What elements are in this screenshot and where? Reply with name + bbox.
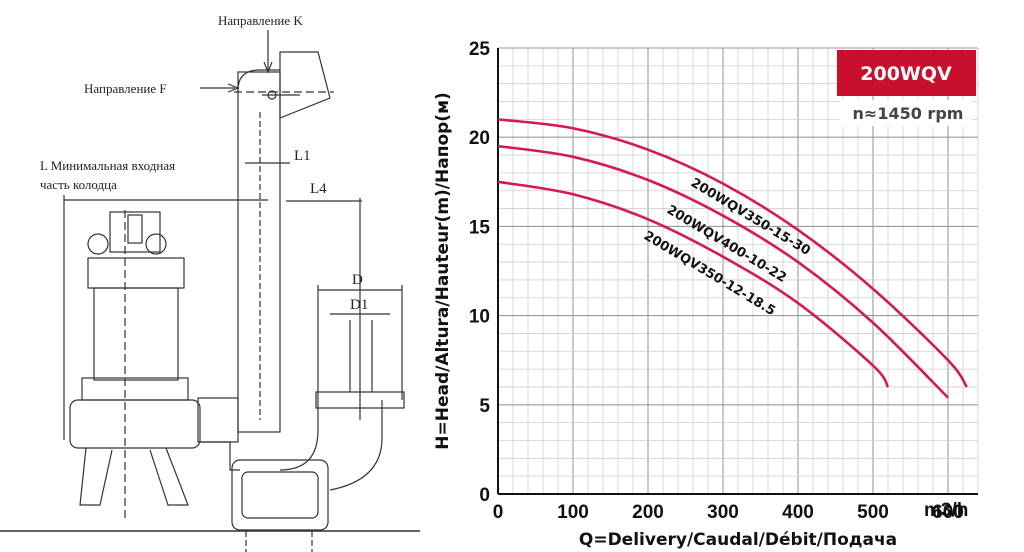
x-unit-label: m3/h [924,500,968,521]
x-axis-title: Q=Delivery/Caudal/Débit/Подача [579,530,897,550]
label-direction-f: Направление F [84,81,167,96]
y-tick-label: 20 [469,128,490,149]
motor-cap [109,211,161,253]
x-tick-label: 500 [857,502,889,523]
speed-label: n≈1450 rpm [853,104,964,123]
y-tick-label: 10 [469,307,490,328]
foot-left [79,447,113,506]
auto-coupling [197,397,239,443]
motor-housing [93,287,179,381]
label-l4: L4 [310,181,327,197]
label-l-min-1: L Минимальная входная [40,158,175,173]
label-l-min-2: часть колодца [40,177,117,192]
motor-bottom-flange [81,377,189,401]
elbow-outer-2 [329,400,383,491]
x-tick-label: 300 [707,502,739,523]
lifting-eye-left [87,233,109,255]
duckfoot-base [231,459,329,531]
model-badge-text: 200WQV [860,63,952,85]
performance-chart: 0 100 200 300 400 500 600 0 5 10 15 20 25 m3/h Q=Deliv… [433,39,979,550]
y-axis-title: H=Head/Altura/Hauteur(m)/Напор(м) [433,92,453,450]
y-tick-label: 0 [479,485,490,506]
coupling-lower [200,441,240,471]
upper-bracket [279,51,331,119]
y-tick-label: 5 [479,396,490,417]
label-d: D [352,272,363,288]
x-tick-label: 400 [782,502,814,523]
label-direction-k: Направление K [218,13,303,28]
bracket-nut [267,90,277,100]
y-tick-label: 15 [469,217,491,238]
label-l1: L1 [294,148,311,164]
x-tick-label: 100 [557,502,589,523]
discharge-flange [315,391,405,409]
model-badge [837,50,976,96]
curve-line [497,180,890,388]
elbow-outer [279,400,319,471]
pump-installation-drawing: Направление K Направление F L Минимальна… [0,13,420,552]
x-tick-label: 600 [932,502,964,523]
motor-top-flange [87,257,185,289]
x-tick-label: 200 [632,502,664,523]
speed-bg [840,100,972,126]
guide-pipe [237,71,281,433]
guide-pipe-top [237,69,280,91]
foot-right [149,447,189,506]
x-tick-label: 0 [493,502,504,523]
duckfoot-inner [241,471,319,519]
y-tick-label: 25 [469,39,491,60]
curve-line [497,144,949,399]
pump-volute [69,399,201,449]
label-d1: D1 [350,297,368,313]
curve-line [497,118,968,388]
lifting-eye-right [145,233,167,255]
cable-entry [127,214,143,244]
